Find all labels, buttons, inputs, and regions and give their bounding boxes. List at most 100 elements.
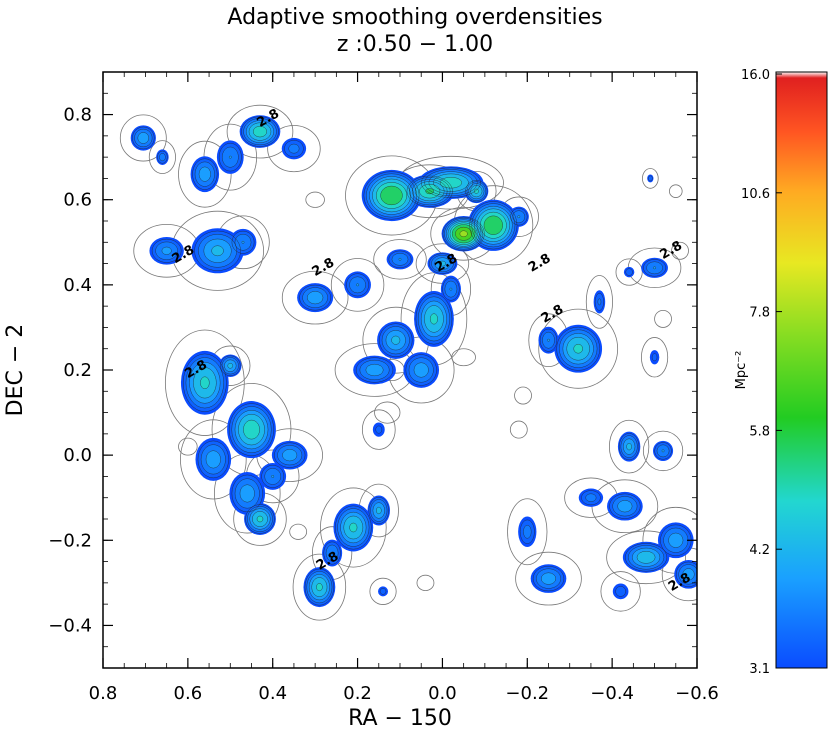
density-contour [648, 175, 653, 182]
density-contour [205, 450, 221, 469]
density-contour [337, 508, 370, 547]
density-contour [449, 222, 478, 245]
x-tick-label: −0.2 [505, 683, 549, 704]
density-contour [428, 171, 474, 194]
density-contour [234, 410, 269, 450]
density-contour [197, 440, 229, 479]
colorbar-tick-label: 7.8 [749, 306, 770, 321]
density-contour [274, 442, 306, 468]
density-contour [335, 505, 372, 550]
density-contour [316, 583, 323, 592]
outer-contour [164, 329, 245, 436]
density-contour [256, 515, 264, 523]
density-contour [349, 522, 358, 533]
outer-contour [509, 420, 528, 439]
colorbar-label: Mpc⁻² [734, 351, 749, 390]
x-tick-label: −0.6 [675, 683, 719, 704]
density-contour [372, 178, 411, 213]
density-contour [433, 173, 469, 192]
density-contour [612, 496, 638, 517]
y-tick-label: 0.6 [63, 190, 92, 211]
density-contour [247, 506, 273, 532]
density-contour [654, 442, 672, 460]
density-level-patch [474, 188, 479, 194]
density-contour [451, 224, 476, 244]
density-level-patch [137, 132, 149, 144]
colorbar-gradient [776, 72, 827, 668]
density-level-patch [648, 175, 653, 181]
density-contour [391, 335, 401, 345]
density-contour [330, 551, 334, 555]
outer-contour [671, 241, 689, 260]
outer-contour [669, 184, 683, 198]
density-map [119, 104, 697, 621]
density-contour [194, 230, 241, 271]
density-level-patch [380, 186, 403, 205]
colorbar: 16.0 10.6 7.8 5.8 4.2 3.1 Mpc⁻² [734, 68, 828, 677]
density-contour [444, 280, 458, 298]
density-level-patch [307, 291, 324, 304]
y-tick-label: 0.0 [63, 445, 92, 466]
density-level-patch [625, 268, 633, 276]
x-tick-label: 0.2 [343, 683, 372, 704]
density-contour [468, 183, 485, 200]
outer-contour [226, 104, 294, 159]
density-contour [455, 226, 473, 241]
outer-contour [305, 191, 325, 208]
density-contour [375, 425, 383, 434]
axis-ticks [102, 71, 698, 669]
density-contour [469, 201, 518, 250]
density-contour [349, 276, 366, 294]
outer-contour [267, 125, 321, 173]
density-level-patch [227, 363, 233, 369]
x-tick-label: 0.4 [258, 683, 287, 704]
density-level-patch [541, 572, 556, 585]
density-level-patch [243, 420, 260, 440]
colorbar-tick-label: 16.0 [741, 68, 770, 83]
density-contour [343, 515, 364, 540]
density-contour [519, 519, 535, 544]
density-contour [442, 277, 460, 301]
density-level-patch [459, 230, 468, 237]
outer-contour [361, 409, 396, 450]
density-contour [615, 586, 626, 597]
density-contour [385, 330, 406, 351]
density-contour [656, 444, 670, 458]
density-level-patch [425, 188, 434, 194]
colorbar-frame [775, 71, 828, 669]
y-tick-label: 0.8 [63, 105, 92, 126]
density-contour [245, 120, 275, 143]
density-contour [379, 323, 413, 357]
density-fill-layer [130, 115, 697, 608]
density-contour [523, 524, 532, 539]
density-level-patch [239, 484, 255, 503]
outer-contour [416, 574, 435, 591]
density-contour [231, 406, 272, 453]
density-contour [643, 259, 666, 277]
density-contour [227, 362, 234, 369]
density-contour [271, 474, 275, 478]
density-contour [284, 140, 304, 158]
outer-contour [281, 270, 349, 325]
density-contour [346, 273, 369, 297]
density-contour [311, 577, 328, 597]
density-contour [622, 438, 636, 455]
density-contour [415, 293, 453, 345]
density-contour [542, 331, 555, 349]
density-contour [159, 153, 166, 162]
density-contour [620, 435, 638, 458]
density-contour [445, 219, 482, 249]
density-contour [547, 338, 550, 342]
density-contour [356, 283, 360, 287]
density-contour [408, 177, 451, 206]
density-contour [151, 238, 182, 263]
density-contour [155, 241, 178, 260]
density-contour [517, 215, 521, 219]
density-contour [200, 444, 226, 475]
density-contour [678, 564, 697, 585]
density-contour [459, 230, 468, 238]
density-contour [381, 326, 410, 355]
density-level-patch [253, 126, 267, 138]
density-level-patch [615, 586, 626, 597]
density-contour [323, 541, 341, 565]
